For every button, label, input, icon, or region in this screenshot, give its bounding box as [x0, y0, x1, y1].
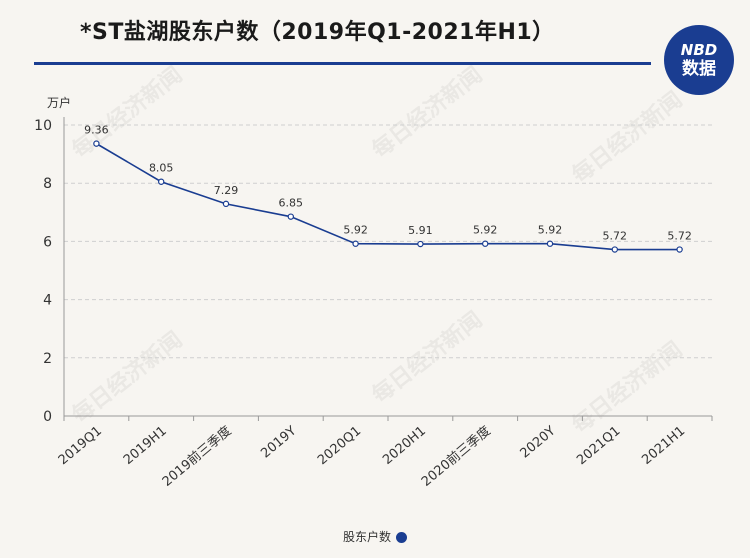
data-label: 5.92 [538, 224, 563, 237]
x-tick-label: 2019Q1 [56, 424, 105, 469]
data-point [676, 246, 683, 253]
data-point [352, 240, 359, 247]
legend[interactable]: 股东户数 [0, 528, 750, 545]
y-axis-unit-label: 万户 [47, 95, 71, 110]
y-tick-label: 8 [43, 176, 52, 192]
x-tick-label: 2020前三季度 [418, 423, 493, 490]
data-label: 6.85 [279, 197, 304, 210]
x-tick-label: 2021H1 [639, 424, 688, 468]
data-label: 5.72 [603, 230, 628, 243]
data-point [611, 246, 619, 253]
y-tick-label: 10 [34, 118, 52, 134]
data-label: 5.92 [473, 224, 498, 237]
data-label: 5.91 [408, 224, 433, 237]
data-point [157, 178, 165, 185]
data-point [93, 140, 100, 147]
y-tick-label: 0 [43, 409, 52, 425]
data-label: 7.29 [214, 184, 239, 197]
legend-label: 股东户数 [342, 530, 391, 544]
title-underline [34, 62, 651, 65]
data-point [287, 213, 294, 220]
x-tick-label: 2020Y [517, 424, 558, 462]
chart-title: *ST盐湖股东户数（2019年Q1-2021年H1） [80, 20, 555, 45]
data-point [222, 200, 230, 208]
x-tick-label: 2019H1 [121, 424, 170, 468]
x-tick-label: 2020Q1 [315, 424, 364, 469]
y-tick-label: 2 [43, 351, 52, 367]
x-tick-label: 2021Q1 [574, 424, 623, 469]
data-label: 5.72 [667, 230, 692, 243]
logo-text-top: NBD [680, 40, 718, 59]
logo-text-bottom: 数据 [682, 58, 716, 79]
data-point [546, 240, 554, 247]
data-label: 9.36 [84, 124, 109, 137]
data-label: 8.05 [149, 162, 174, 175]
x-tick-label: 2019Y [258, 424, 299, 462]
data-label: 5.92 [343, 224, 368, 237]
data-point [482, 240, 489, 247]
x-tick-label: 2019前三季度 [159, 423, 234, 490]
legend-marker [396, 532, 407, 543]
data-point [417, 240, 424, 248]
series-line [95, 142, 680, 251]
x-tick-label: 2020H1 [380, 424, 429, 468]
nbd-logo: NBD 数据 [664, 25, 734, 95]
y-tick-label: 4 [43, 293, 52, 309]
y-tick-label: 6 [43, 234, 52, 250]
